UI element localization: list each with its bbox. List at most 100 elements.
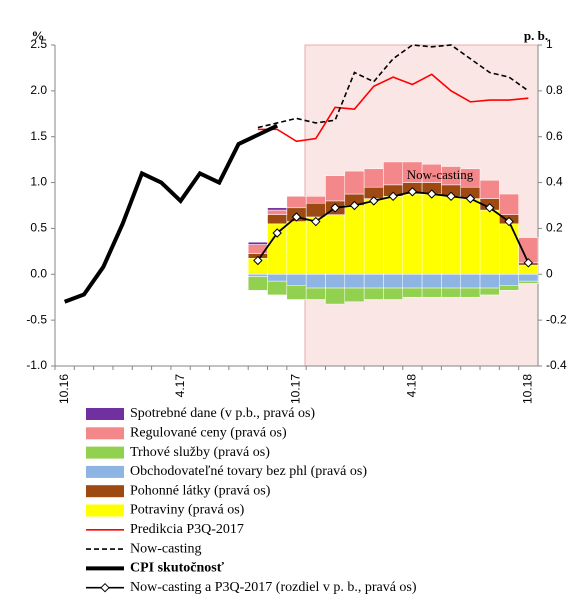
x-tick-label: 4.18 [405,374,419,398]
bar-segment [267,209,288,215]
bar-segment [518,280,539,284]
y-tick-label: 0.0 [30,266,47,280]
legend-swatch [86,504,124,517]
legend-swatch [86,427,124,440]
y-tick-label: 1.0 [30,175,47,189]
legend-swatch [86,485,124,498]
legend-label: Now-casting a P3Q-2017 (rozdiel v p. b.,… [130,580,417,595]
line [257,44,529,129]
bar-segment [421,274,442,289]
marker [311,216,321,227]
line [63,123,279,304]
bar-segment [402,193,423,275]
legend-swatch [86,408,124,420]
y-axis-label: % [32,28,45,43]
bar-segment [286,196,307,209]
bar-segment [286,221,307,275]
bar-segment [421,193,442,275]
bar-segment [305,287,326,300]
legend-label: Obchodovateľné tovary bez phl (pravá os) [130,464,367,479]
bar-segment [441,196,461,275]
y2-tick-label: -0.2 [546,312,567,326]
bar-segment [421,287,442,298]
marker [253,255,263,266]
bar-segment [460,274,481,289]
bar-segment [344,205,365,275]
bar-segment [267,280,288,296]
y2-tick-label: -0.4 [546,358,567,372]
bar-segment [305,274,326,289]
legend-label: CPI skutočnosť [130,561,225,576]
bar-segment [499,285,519,291]
bar-segment [479,180,500,199]
bar-segment [383,287,404,300]
y2-tick-label: 1 [546,37,553,51]
marker [369,196,379,206]
bar-segment [363,198,384,275]
x-tick-label: 10.17 [289,374,303,404]
y-tick-label: -1.0 [26,358,47,372]
bar-segment [344,274,365,289]
bar-segment [267,274,288,282]
y2-tick-label: 0.8 [546,83,563,97]
bar-segment [363,287,384,300]
bar-segment [325,175,346,202]
bar-segment [383,196,404,275]
x-tick-label: 10.16 [57,374,71,404]
marker [388,191,398,202]
legend-label: Regulované ceny (pravá os) [130,426,287,441]
bar-segment [305,202,326,218]
marker [484,203,495,213]
legend-label: Spotrebné dane (v p.b., pravá os) [130,406,315,421]
bar-segment [325,274,346,289]
marker [465,193,476,204]
y2-tick-label: 0.6 [546,129,563,143]
marker [330,203,340,213]
bar-segment [267,214,288,225]
marker [272,228,282,238]
marker [349,200,360,211]
legend-label: Potraviny (pravá os) [130,503,245,518]
bar-segment [518,274,539,282]
bar-segment [402,287,423,298]
bar-segment [344,170,365,195]
marker [407,187,418,197]
bar-segment [499,223,519,275]
y-tick-label: 1.5 [30,129,47,143]
bar-segment [460,198,481,275]
bar-segment [460,168,481,188]
bar-segment [460,287,481,298]
y2-tick-label: 0.4 [546,175,563,189]
bar-segment [286,274,307,286]
marker [427,189,437,199]
line [257,73,529,143]
marker [291,212,302,222]
y2-tick-label: 0.2 [546,221,563,235]
legend-label: Now-casting [130,541,202,556]
legend-label: Predikcia P3Q-2017 [130,522,244,537]
legend-swatch [86,446,124,459]
legend-label: Trhové služby (pravá os) [130,445,270,460]
legend-label: Pohonné látky (pravá os) [130,483,271,498]
marker [523,258,534,268]
legend-swatch [86,465,124,478]
bar-segment [479,274,500,289]
y2-tick-label: 0 [546,266,553,280]
y-tick-label: -0.5 [26,312,47,326]
y-tick-label: 0.5 [30,221,47,235]
y2-axis-label: p. b. [524,28,548,43]
y-tick-label: 2.5 [30,37,47,51]
bar-segment [286,285,307,300]
annotation: Now-casting [407,167,474,182]
bar-segment [305,196,326,204]
bar-segment [383,161,404,186]
bar-segment [344,287,365,303]
marker [446,191,456,202]
bar-segment [325,287,346,305]
bar-segment [441,287,461,298]
marker [504,216,514,227]
bar-segment [247,274,268,277]
x-tick-label: 4.17 [173,374,187,398]
